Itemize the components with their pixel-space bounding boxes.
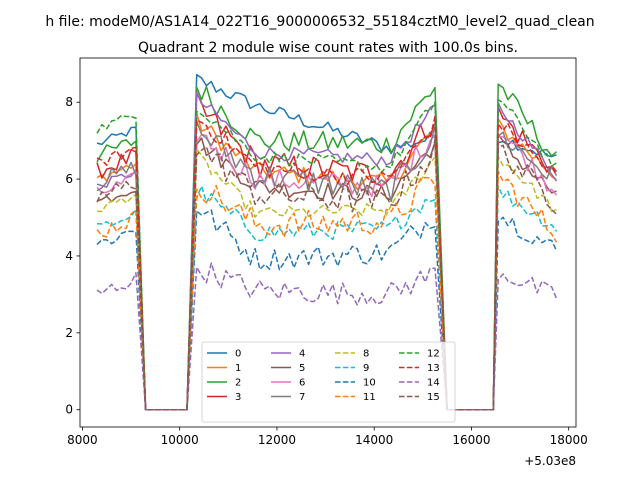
legend-label-4: 4 [299, 349, 305, 360]
legend-label-3: 3 [235, 392, 241, 403]
y-tick-label: 4 [65, 249, 73, 263]
legend-label-13: 13 [427, 363, 440, 374]
x-tick-label: 12000 [258, 433, 296, 447]
legend-label-5: 5 [299, 363, 305, 374]
legend-label-10: 10 [363, 378, 376, 389]
series-line-15 [96, 139, 558, 411]
axes-layer: 8000 10000 12000 14000 16000 18000 0 2 4 6 8 [65, 57, 588, 447]
y-tick-label: 0 [65, 403, 73, 417]
figure-suptitle: h file: modeM0/AS1A14_022T16_9000006532_… [45, 14, 594, 30]
x-offset-label: +5.03e8 [524, 454, 576, 468]
x-tick-label: 16000 [452, 433, 490, 447]
legend-label-14: 14 [427, 378, 440, 389]
legend-label-12: 12 [427, 349, 440, 360]
x-tick-label: 18000 [550, 433, 588, 447]
legend-label-11: 11 [363, 392, 376, 403]
legend-label-1: 1 [235, 363, 241, 374]
x-tick-label: 8000 [67, 433, 98, 447]
x-tick-label: 10000 [161, 433, 199, 447]
legend-label-0: 0 [235, 349, 241, 360]
series-line-14 [96, 262, 558, 411]
chart-title: Quadrant 2 module wise count rates with … [138, 40, 518, 56]
y-tick-label: 8 [65, 95, 73, 109]
series-line-13 [96, 115, 558, 411]
x-tick-label: 14000 [355, 433, 393, 447]
legend-label-2: 2 [235, 378, 241, 389]
legend-label-9: 9 [363, 363, 369, 374]
legend-frame [201, 341, 456, 423]
legend-label-6: 6 [299, 378, 305, 389]
y-tick-label: 2 [65, 326, 73, 340]
series-layer [96, 73, 558, 411]
legend-label-15: 15 [427, 392, 440, 403]
plot-frame [79, 57, 577, 428]
y-tick-label: 6 [65, 172, 73, 186]
legend-label-7: 7 [299, 392, 305, 403]
legend-label-8: 8 [363, 349, 369, 360]
